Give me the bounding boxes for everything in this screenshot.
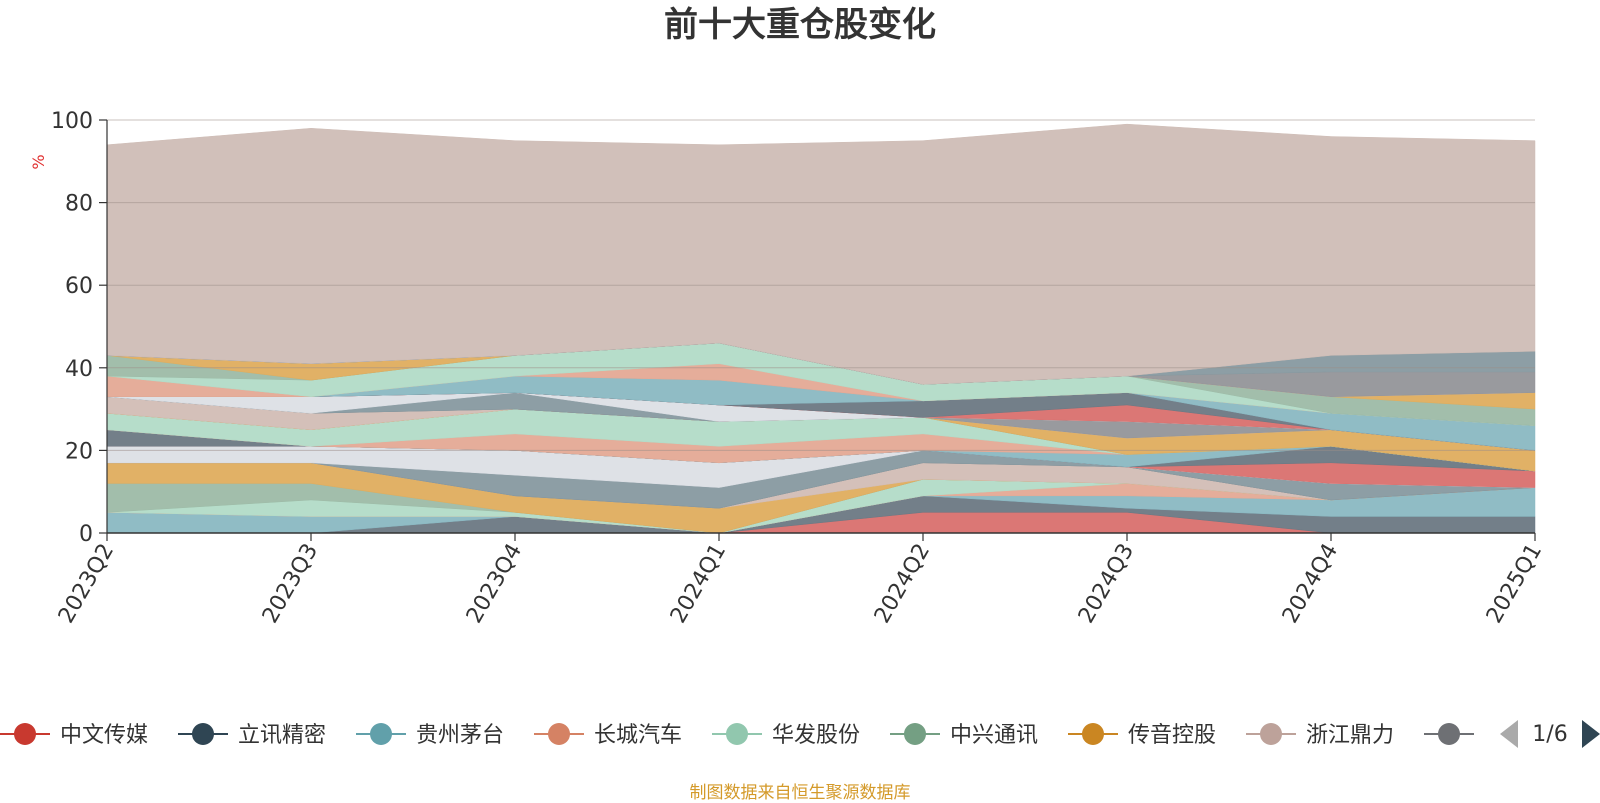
x-tick-label: 2024Q4 xyxy=(1278,540,1343,628)
y-tick-label: 100 xyxy=(51,109,93,134)
x-tick-label: 2024Q1 xyxy=(666,540,731,628)
legend-prev-page-icon[interactable] xyxy=(1500,720,1518,748)
x-tick-label: 2024Q2 xyxy=(870,540,935,628)
legend-marker-icon xyxy=(1438,723,1460,745)
legend-label: 浙江鼎力 xyxy=(1306,723,1394,748)
x-tick-label: 2023Q4 xyxy=(462,540,527,628)
legend-marker-icon xyxy=(14,723,36,745)
x-tick-label: 2023Q3 xyxy=(258,540,323,628)
legend-page-indicator: 1/6 xyxy=(1532,722,1567,747)
legend-item[interactable]: 中兴通讯 xyxy=(890,723,1038,748)
x-tick-label: 2023Q2 xyxy=(54,540,119,628)
chart-title: 前十大重仓股变化 xyxy=(664,5,936,45)
y-tick-label: 40 xyxy=(65,357,93,382)
x-axis: 2023Q2 2023Q3 2023Q4 2024Q1 2024Q2 2024Q3 2024… xyxy=(54,532,1547,628)
legend-label: 中兴通讯 xyxy=(950,723,1038,748)
legend-marker-icon xyxy=(370,723,392,745)
legend-label: 传音控股 xyxy=(1128,723,1216,748)
legend-marker-icon xyxy=(1260,723,1282,745)
legend-marker-icon xyxy=(1082,723,1104,745)
legend-item[interactable]: 贵州茅台 xyxy=(356,723,504,748)
area-series-33 xyxy=(106,123,1536,385)
y-axis: 0 20 40 60 80 100 xyxy=(51,109,108,547)
legend-item[interactable]: 华发股份 xyxy=(712,723,860,748)
legend-item[interactable]: 长城汽车 xyxy=(534,723,682,748)
legend-item[interactable]: 中文传媒 xyxy=(0,723,148,748)
legend-marker-icon xyxy=(726,723,748,745)
x-tick-label: 2024Q3 xyxy=(1074,540,1139,628)
y-tick-label: 80 xyxy=(65,192,93,217)
legend-label: 长城汽车 xyxy=(594,723,682,748)
legend-item[interactable]: 三 xyxy=(1424,723,1506,748)
legend-marker-icon xyxy=(904,723,926,745)
legend-label: 华发股份 xyxy=(772,723,860,748)
area-series-group xyxy=(106,123,1536,534)
y-tick-label: 20 xyxy=(65,439,93,464)
y-axis-unit: % xyxy=(29,154,48,169)
legend-marker-icon xyxy=(192,723,214,745)
legend-label: 立讯精密 xyxy=(238,723,326,748)
legend-label: 中文传媒 xyxy=(60,723,148,748)
legend-pager: 1/6 xyxy=(1500,720,1600,748)
y-tick-label: 60 xyxy=(65,274,93,299)
data-source-note: 制图数据来自恒生聚源数据库 xyxy=(689,783,911,803)
legend-marker-icon xyxy=(548,723,570,745)
legend-label: 贵州茅台 xyxy=(416,723,504,748)
legend-item[interactable]: 传音控股 xyxy=(1068,723,1216,748)
legend: 中文传媒 立讯精密 贵州茅台 长城汽车 华发股份 中兴通讯 传音控股 浙江鼎力 三 xyxy=(0,723,1506,748)
legend-item[interactable]: 浙江鼎力 xyxy=(1246,723,1394,748)
grid-lines xyxy=(107,119,1535,451)
x-tick-label: 2025Q1 xyxy=(1482,540,1547,628)
y-tick-label: 0 xyxy=(79,522,93,547)
legend-next-page-icon[interactable] xyxy=(1582,720,1600,748)
legend-item[interactable]: 立讯精密 xyxy=(178,723,326,748)
